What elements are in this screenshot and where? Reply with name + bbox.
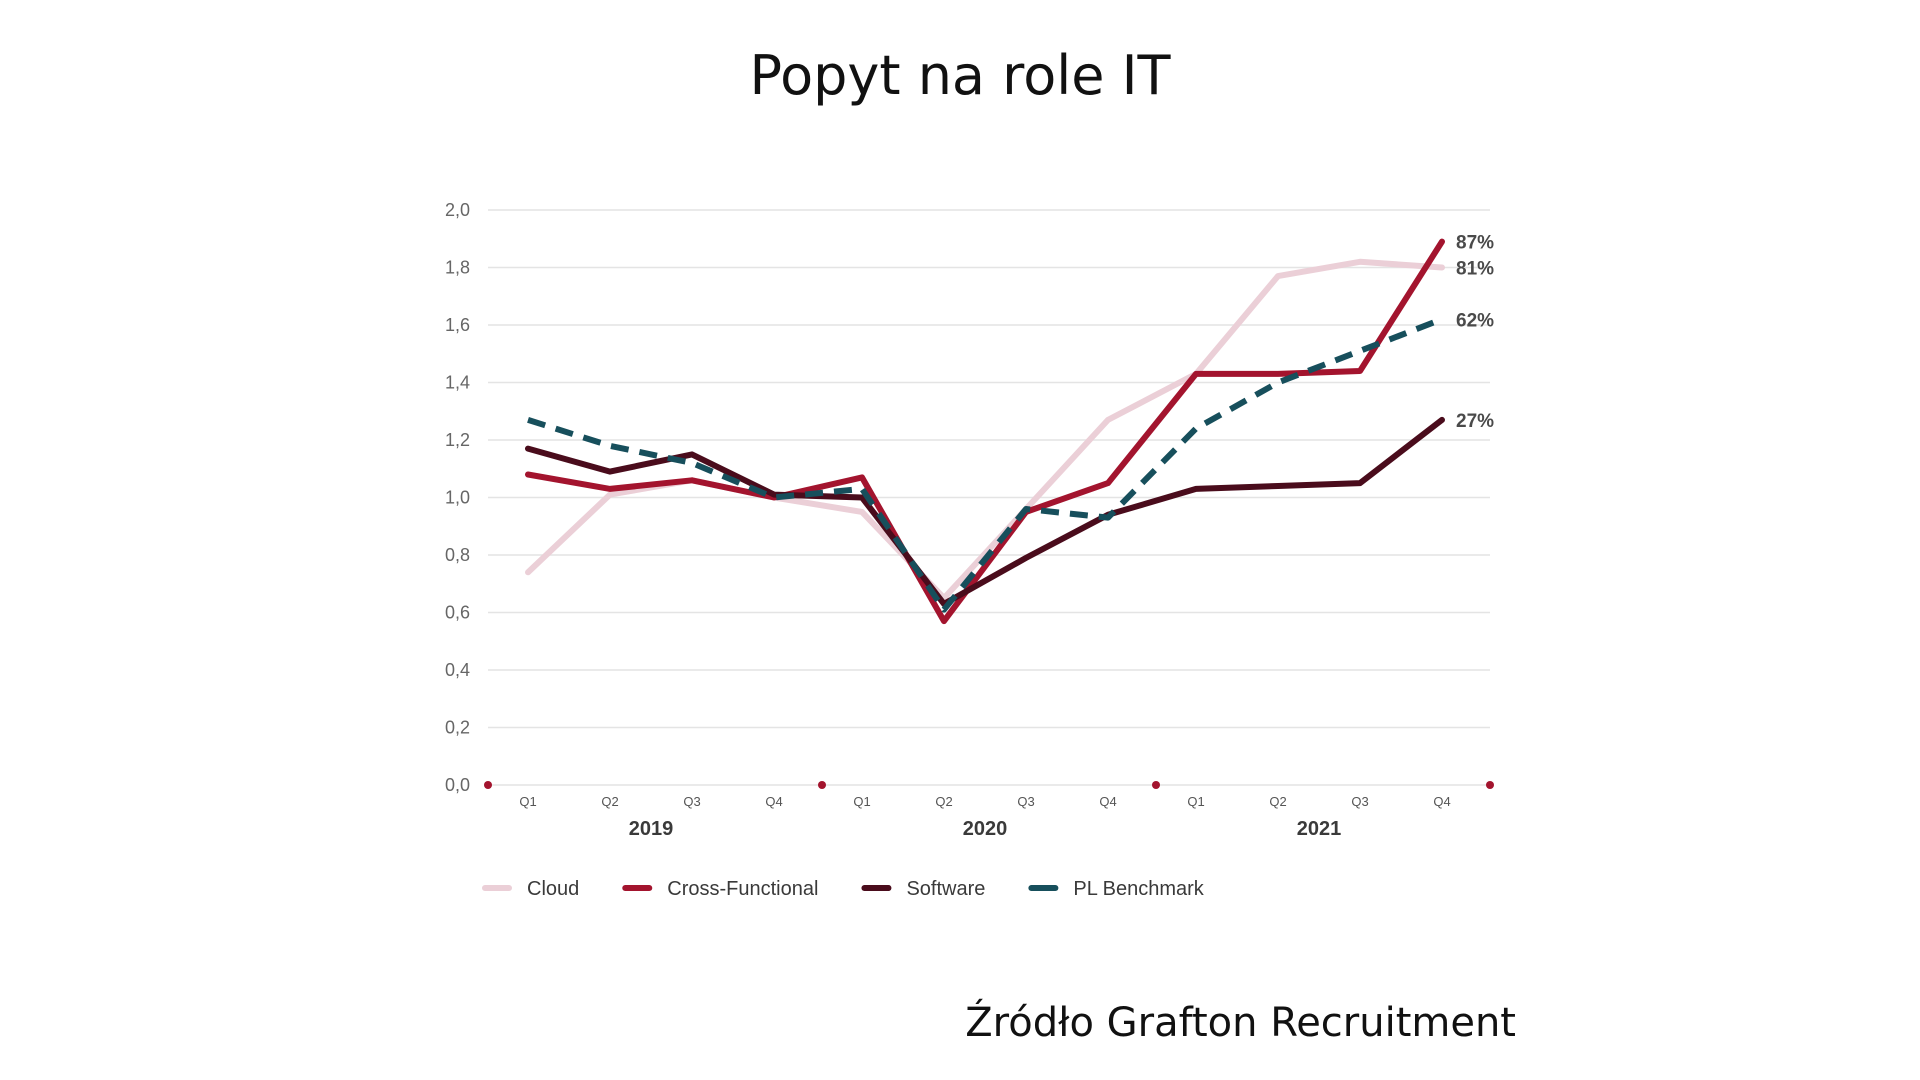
legend-item: PL Benchmark bbox=[1028, 878, 1205, 900]
legend-label: Software bbox=[906, 878, 985, 900]
legend-label: PL Benchmark bbox=[1073, 878, 1204, 900]
legend-label: Cloud bbox=[527, 878, 579, 900]
x-tick-label: Q4 bbox=[765, 794, 782, 809]
y-tick-label: 1,4 bbox=[445, 373, 470, 393]
year-separator-dot bbox=[484, 781, 492, 789]
y-tick-label: 1,0 bbox=[445, 488, 470, 508]
x-tick-label: Q1 bbox=[519, 794, 536, 809]
end-value-label: 27% bbox=[1456, 411, 1494, 432]
chart-title: Popyt na role IT bbox=[749, 44, 1171, 107]
x-tick-label: Q3 bbox=[1017, 794, 1034, 809]
y-tick-label: 0,2 bbox=[445, 718, 470, 738]
x-tick-label: Q2 bbox=[601, 794, 618, 809]
x-tick-label: Q3 bbox=[683, 794, 700, 809]
x-tick-label: Q3 bbox=[1351, 794, 1368, 809]
x-tick-label: Q2 bbox=[935, 794, 952, 809]
year-label: 2019 bbox=[629, 818, 674, 840]
y-tick-label: 0,0 bbox=[445, 775, 470, 795]
legend-item: Software bbox=[861, 878, 985, 900]
x-tick-label: Q4 bbox=[1099, 794, 1116, 809]
x-tick-label: Q1 bbox=[853, 794, 870, 809]
series-line-pl-benchmark bbox=[527, 316, 1444, 613]
year-label: 2021 bbox=[1297, 818, 1342, 840]
end-value-label: 81% bbox=[1456, 259, 1494, 280]
y-tick-label: 1,8 bbox=[445, 258, 470, 278]
y-tick-label: 1,2 bbox=[445, 430, 470, 450]
source-note: Źródło Grafton Recruitment bbox=[965, 1000, 1516, 1046]
series-line-cross-functional bbox=[525, 238, 1445, 625]
legend-item: Cloud bbox=[482, 878, 579, 900]
legend-label: Cross-Functional bbox=[667, 878, 818, 900]
y-tick-label: 2,0 bbox=[445, 200, 470, 220]
x-tick-label: Q1 bbox=[1187, 794, 1204, 809]
series-line-software bbox=[525, 416, 1445, 607]
year-separator-dot bbox=[1486, 781, 1494, 789]
year-label: 2020 bbox=[963, 818, 1008, 840]
series-line-cloud bbox=[525, 258, 1445, 602]
x-tick-label: Q2 bbox=[1269, 794, 1286, 809]
legend-item: Cross-Functional bbox=[622, 878, 818, 900]
y-tick-label: 0,6 bbox=[445, 603, 470, 623]
end-value-label: 87% bbox=[1456, 233, 1494, 254]
y-tick-label: 0,4 bbox=[445, 660, 470, 680]
y-tick-label: 1,6 bbox=[445, 315, 470, 335]
y-tick-label: 0,8 bbox=[445, 545, 470, 565]
year-separator-dot bbox=[1152, 781, 1160, 789]
end-value-label: 62% bbox=[1456, 310, 1494, 331]
x-tick-label: Q4 bbox=[1433, 794, 1450, 809]
year-separator-dot bbox=[818, 781, 826, 789]
